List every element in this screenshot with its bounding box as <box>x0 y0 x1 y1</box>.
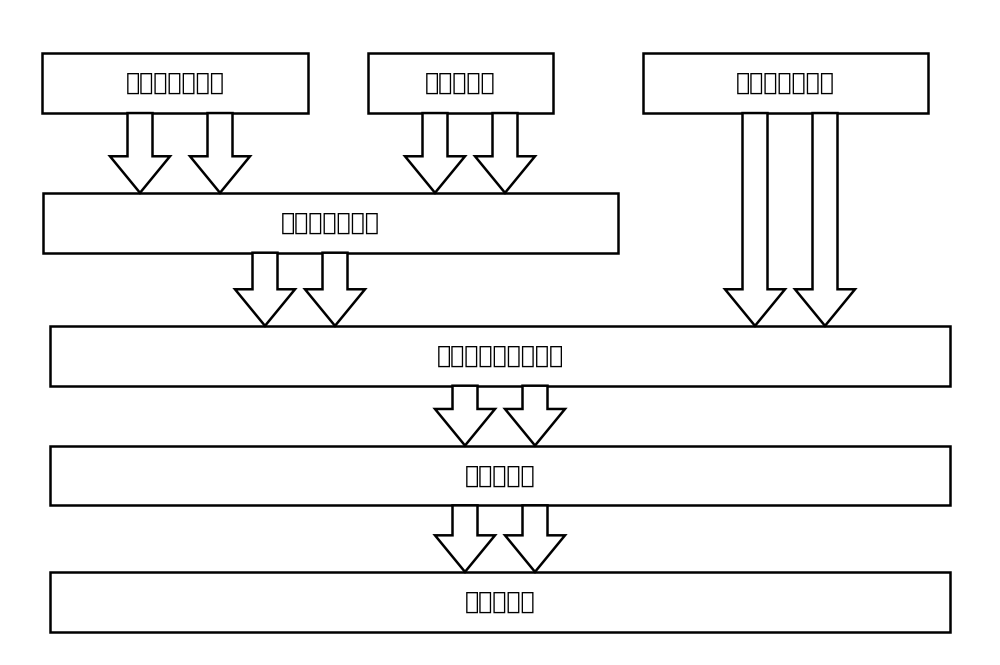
Polygon shape <box>235 253 295 326</box>
Polygon shape <box>305 253 365 326</box>
Polygon shape <box>435 386 495 446</box>
Bar <box>43 193 618 253</box>
Text: 环境判决与处理: 环境判决与处理 <box>281 211 379 235</box>
Text: 获取深度图: 获取深度图 <box>465 590 535 614</box>
Bar <box>50 572 950 632</box>
Bar <box>50 326 950 386</box>
Text: 获取视差图: 获取视差图 <box>465 464 535 487</box>
Polygon shape <box>795 113 855 326</box>
Polygon shape <box>435 505 495 572</box>
Text: 获取摄像机图像: 获取摄像机图像 <box>126 71 224 95</box>
Polygon shape <box>725 113 785 326</box>
Polygon shape <box>505 505 565 572</box>
Polygon shape <box>475 113 535 193</box>
Bar <box>368 53 552 113</box>
Text: 双目摄像机标定: 双目摄像机标定 <box>736 71 834 95</box>
Bar <box>50 446 950 505</box>
Text: 编码结构光: 编码结构光 <box>425 71 495 95</box>
Polygon shape <box>405 113 465 193</box>
Text: 获取左右摄像机图像: 获取左右摄像机图像 <box>436 344 564 368</box>
Bar <box>643 53 928 113</box>
Polygon shape <box>190 113 250 193</box>
Bar <box>42 53 308 113</box>
Polygon shape <box>110 113 170 193</box>
Polygon shape <box>505 386 565 446</box>
